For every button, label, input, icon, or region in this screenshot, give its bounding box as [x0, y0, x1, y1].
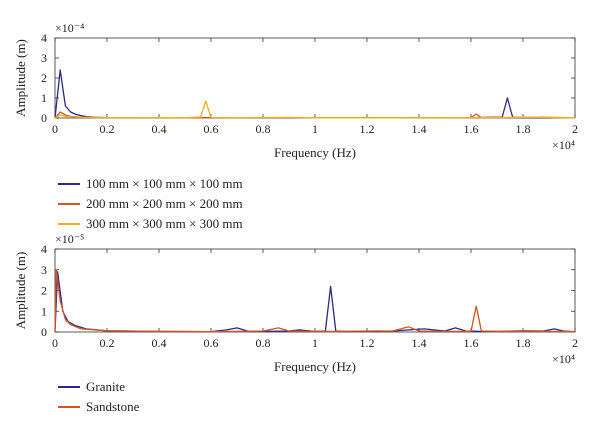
axes-frame-bottom — [54, 248, 576, 333]
legend-label: 200 mm × 200 mm × 200 mm — [86, 196, 243, 211]
x-tick-label-bottom: 2 — [572, 336, 578, 350]
y-multiplier-top: ×10⁻⁴ — [55, 21, 84, 35]
x-tick-label-top: 1.4 — [412, 122, 427, 136]
x-tick-label-top: 0.2 — [100, 122, 115, 136]
y-axis-label-top: Amplitude (m) — [13, 39, 28, 117]
y-tick-label-top: 1 — [41, 91, 47, 105]
legend-swatch — [58, 406, 80, 408]
x-tick-label-bottom: 1.8 — [516, 336, 531, 350]
x-tick-label-top: 1 — [312, 122, 318, 136]
x-multiplier-bottom: ×10⁴ — [552, 352, 575, 366]
x-tick-label-top: 2 — [572, 122, 578, 136]
x-tick-label-bottom: 1.2 — [360, 336, 375, 350]
y-tick-label-top: 4 — [41, 31, 47, 45]
x-axis-label-top: Frequency (Hz) — [274, 145, 356, 160]
x-tick-label-bottom: 0.2 — [100, 336, 115, 350]
x-tick-label-top: 0.8 — [256, 122, 271, 136]
legend-swatch — [58, 386, 80, 388]
y-tick-label-bottom: 4 — [41, 242, 47, 256]
series-line-bottom-0 — [54, 271, 576, 333]
x-multiplier-top: ×10⁴ — [552, 138, 575, 152]
y-multiplier-bottom: ×10⁻⁵ — [55, 232, 84, 246]
axes-frame-top — [54, 37, 576, 119]
x-tick-label-top: 0.4 — [152, 122, 167, 136]
x-tick-label-top: 0 — [52, 122, 58, 136]
legend-swatch — [58, 183, 80, 185]
x-tick-label-bottom: 0.8 — [256, 336, 271, 350]
x-tick-label-top: 1.2 — [360, 122, 375, 136]
legend-label: Sandstone — [86, 399, 140, 414]
y-tick-label-top: 2 — [41, 71, 47, 85]
y-tick-label-bottom: 1 — [41, 304, 47, 318]
legend-swatch — [58, 223, 80, 225]
y-tick-label-bottom: 2 — [41, 284, 47, 298]
series-line-top-0 — [54, 69, 575, 119]
x-tick-label-bottom: 1.4 — [412, 336, 427, 350]
x-tick-label-bottom: 0.4 — [152, 336, 167, 350]
legend-swatch — [58, 203, 80, 205]
legend-label: Granite — [86, 379, 125, 394]
y-axis-label-bottom: Amplitude (m) — [13, 252, 28, 330]
x-tick-label-bottom: 1 — [312, 336, 318, 350]
x-tick-label-bottom: 1.6 — [464, 336, 479, 350]
x-axis-label-bottom: Frequency (Hz) — [274, 359, 356, 374]
series-line-bottom-1 — [54, 269, 576, 333]
y-tick-label-bottom: 0 — [41, 325, 47, 339]
x-tick-label-bottom: 0 — [52, 336, 58, 350]
legend-label: 100 mm × 100 mm × 100 mm — [86, 176, 243, 191]
y-tick-label-top: 3 — [41, 51, 47, 65]
series-line-top-2 — [54, 100, 576, 119]
y-tick-label-bottom: 3 — [41, 263, 47, 277]
x-tick-label-bottom: 0.6 — [204, 336, 219, 350]
x-tick-label-top: 0.6 — [204, 122, 219, 136]
legend-label: 300 mm × 300 mm × 300 mm — [86, 216, 243, 231]
x-tick-label-top: 1.8 — [516, 122, 531, 136]
x-tick-label-top: 1.6 — [464, 122, 479, 136]
y-tick-label-top: 0 — [41, 111, 47, 125]
